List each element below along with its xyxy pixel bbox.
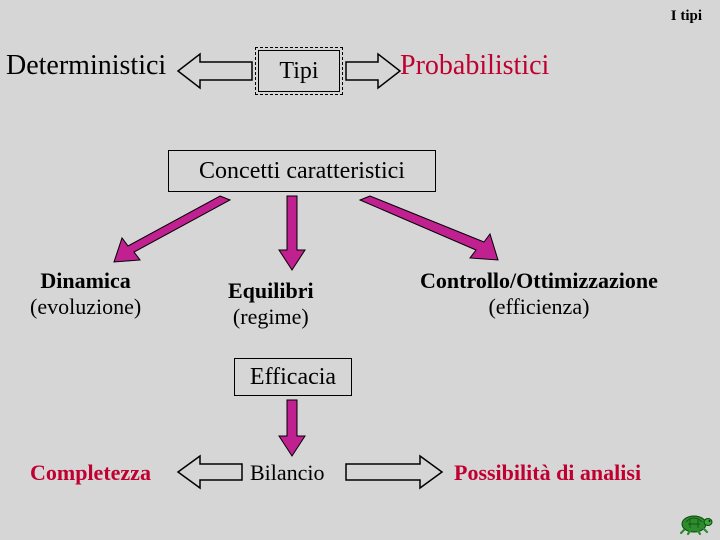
dinamica-title: Dinamica (30, 268, 141, 294)
possibilita-label: Possibilità di analisi (454, 460, 641, 486)
tipi-box: Tipi (258, 50, 340, 92)
arrow-bilancio-right (346, 456, 442, 488)
deterministici-label: Deterministici (6, 50, 166, 82)
arrow-concetti-equilibri (279, 196, 305, 270)
arrow-tipi-right (346, 54, 400, 88)
completezza-label: Completezza (30, 460, 151, 486)
dinamica-sub: (evoluzione) (30, 294, 141, 320)
controllo-sub: (efficienza) (420, 294, 658, 320)
equilibri-sub: (regime) (228, 304, 314, 330)
equilibri-node: Equilibri (regime) (228, 278, 314, 330)
bilancio-label: Bilancio (250, 460, 325, 486)
probabilistici-label: Probabilistici (400, 50, 549, 82)
arrow-bilancio-left (178, 456, 242, 488)
page-title: I tipi (671, 8, 702, 25)
efficacia-box: Efficacia (234, 358, 352, 396)
dinamica-node: Dinamica (evoluzione) (30, 268, 141, 320)
equilibri-title: Equilibri (228, 278, 314, 304)
controllo-title: Controllo/Ottimizzazione (420, 268, 658, 294)
arrow-tipi-left (178, 54, 252, 88)
arrow-concetti-dinamica (114, 196, 230, 262)
controllo-node: Controllo/Ottimizzazione (efficienza) (420, 268, 658, 320)
arrow-concetti-controllo (360, 196, 498, 260)
turtle-icon (678, 510, 714, 536)
concetti-box: Concetti caratteristici (168, 150, 436, 192)
arrow-efficacia-bilancio (279, 400, 305, 456)
